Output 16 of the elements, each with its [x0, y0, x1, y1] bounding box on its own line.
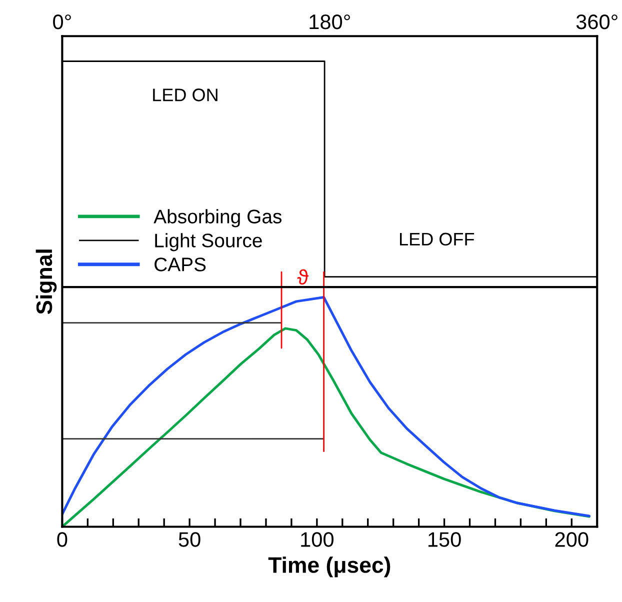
x-tick-label: 150 [428, 532, 461, 547]
legend-label: CAPS [154, 258, 206, 272]
annotation: LED ON [153, 88, 218, 102]
annotation: LED OFF [400, 232, 474, 246]
x-tick-label: 0 [57, 532, 68, 547]
x2-tick-label: 360° [576, 14, 618, 30]
legend-label: Absorbing Gas [154, 209, 282, 228]
annotation: ϑ [297, 269, 308, 285]
x-axis-title: Time (μsec) [268, 556, 390, 578]
x-tick-label: 50 [178, 532, 200, 547]
y-axis-title: Signal [36, 250, 57, 314]
legend-label: Light Source [155, 233, 262, 252]
x-tick-label: 200 [555, 532, 588, 547]
x2-tick-label: 0° [53, 14, 71, 30]
x-tick-label: 100 [301, 532, 334, 547]
x2-tick-label: 180° [310, 14, 350, 30]
